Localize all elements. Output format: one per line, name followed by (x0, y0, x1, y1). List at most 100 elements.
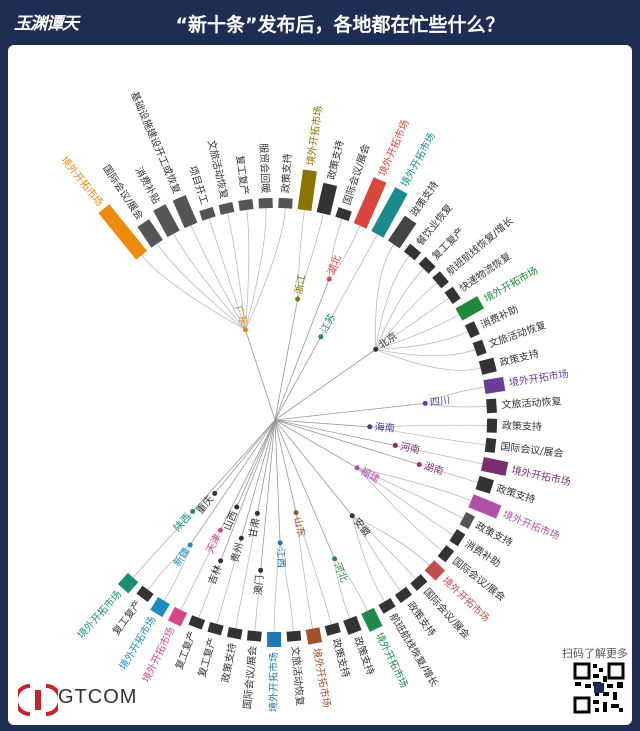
leaf-bar (218, 202, 235, 215)
province-label: 江苏 (317, 312, 338, 336)
province-label: 福建 (358, 464, 382, 485)
leaf-label: 境外开拓市场 (508, 367, 569, 389)
branch-link (227, 213, 246, 330)
trunk-link (274, 419, 297, 513)
trunk-link (274, 419, 353, 516)
leaf-bar (484, 437, 497, 453)
leaf-label: 境外开拓市场 (511, 463, 572, 488)
leaf-label: 消费补助 (478, 302, 520, 330)
branch-link (357, 467, 472, 502)
leaf-bar (305, 627, 323, 645)
leaf-label: 政策支持 (408, 178, 441, 218)
leaf-bar (278, 197, 293, 209)
branch-link (163, 544, 191, 601)
branch-link (156, 243, 246, 331)
province-node (218, 558, 224, 564)
branch-link (245, 208, 267, 330)
leaf-bar (418, 256, 436, 274)
leaf-bar (486, 418, 498, 433)
trunk-link (189, 419, 276, 546)
leaf-bar (486, 398, 497, 414)
brand: GTCOM (58, 686, 138, 708)
province-label: 澳门 (251, 575, 266, 596)
leaf-label: 文旅活动恢复 (289, 646, 307, 707)
branch-link (369, 426, 486, 446)
trunk-link (240, 419, 276, 539)
branch-link (216, 538, 242, 624)
branch-link (235, 513, 258, 629)
branch-link (132, 511, 193, 578)
branch-link (320, 234, 378, 337)
province-node (367, 424, 373, 430)
branch-link (245, 208, 286, 330)
leaf-label: 基础设施建设开工或恢复 (128, 89, 184, 195)
trunk-link (245, 329, 276, 421)
leaf-bar (316, 182, 338, 216)
leaf-bar (136, 585, 154, 602)
branch-link (198, 560, 221, 618)
branch-link (208, 218, 246, 330)
trunk-link (220, 419, 276, 562)
leaf-label: 消费补贴 (133, 165, 164, 206)
branch-link (328, 218, 343, 280)
branch-link (180, 530, 221, 611)
leaf-label: 政策支持 (279, 153, 294, 194)
leaf-label: 政策支持 (495, 482, 537, 506)
branch-link (334, 558, 351, 619)
branch-link (141, 254, 246, 331)
qr-modules (575, 664, 623, 712)
branch-link (328, 225, 361, 280)
trunk-link (220, 419, 276, 531)
trunk-link (274, 419, 420, 465)
province-node (349, 513, 355, 519)
leaf-bar (267, 631, 282, 648)
leaf-label: 境外开拓市场 (267, 652, 280, 712)
leaf-label: 复工复产 (195, 636, 218, 678)
qr-finder (573, 662, 591, 680)
leaf-label: 政策支持 (330, 637, 353, 679)
province-label: 吉林 (205, 563, 224, 586)
qr-finder (573, 696, 591, 714)
leaf-label: 项目开工 (186, 164, 210, 206)
leaf-bar (188, 615, 206, 630)
branch-link (356, 467, 454, 536)
province-label: 重庆 (193, 493, 216, 517)
branch-link (295, 512, 313, 629)
trunk-link (274, 419, 281, 543)
trunk-link (214, 419, 276, 494)
province-node (354, 465, 360, 471)
branch-link (254, 570, 262, 632)
leaf-label: 境外开拓市场 (58, 154, 106, 209)
leaf-label: 政策支持 (502, 419, 542, 433)
trunk-link (274, 419, 358, 469)
leaf-bar (371, 187, 408, 238)
province-node (238, 535, 244, 541)
branch-link (351, 515, 401, 592)
branch-link (375, 244, 395, 350)
province-node (392, 442, 398, 448)
qr-logo (594, 683, 604, 693)
province-node (332, 556, 338, 562)
leaf-bar (117, 572, 139, 594)
leaf-bar (437, 545, 455, 563)
province-label: 江西 (274, 548, 287, 568)
branch-link (375, 349, 481, 371)
trunk-link (274, 349, 376, 421)
branch-link (173, 233, 246, 330)
leaf-label: 境外开拓市场 (310, 647, 333, 708)
province-label: 贵州 (228, 541, 246, 564)
leaf-bar (403, 243, 422, 261)
leaf-bar (153, 204, 180, 238)
leaf-bar (297, 169, 317, 212)
leaf-label: 政策支持 (325, 139, 347, 181)
header: 玉渊谭天 “新十条”发布后，各地都在忙些什么？ (0, 0, 640, 45)
branch-link (375, 331, 468, 350)
branch-link (424, 402, 487, 408)
province-label: 湖北 (325, 254, 343, 277)
trunk-link (274, 278, 330, 421)
leaf-bar (468, 494, 502, 519)
branch-link (273, 542, 281, 632)
branch-link (369, 424, 487, 428)
leaf-bar (168, 606, 188, 627)
